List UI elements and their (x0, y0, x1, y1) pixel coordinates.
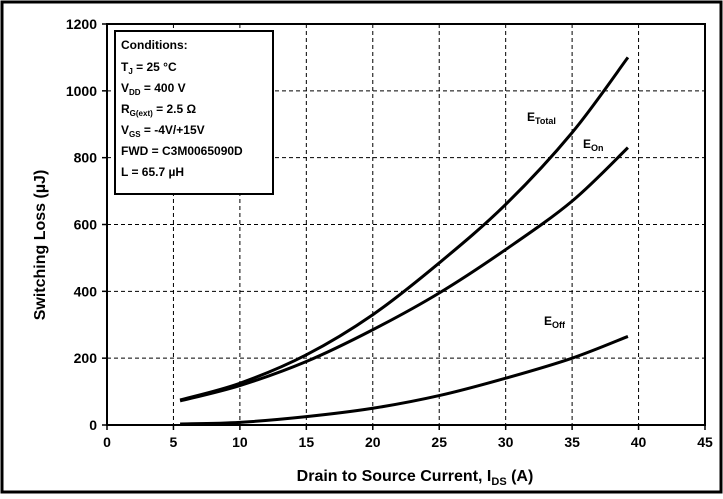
y-axis-label: Switching Loss (µJ) (32, 170, 49, 321)
y-tick-label: 600 (74, 217, 98, 233)
x-tick-label: 30 (498, 434, 514, 450)
y-tick-label: 200 (74, 350, 98, 366)
x-tick-label: 5 (170, 434, 178, 450)
y-tick-label: 400 (74, 283, 98, 299)
conditions-line: RG(ext) = 2.5 Ω (121, 102, 196, 118)
series-line-e-total (179, 56, 630, 402)
x-tick-label: 0 (103, 434, 111, 450)
x-tick-label: 40 (631, 434, 647, 450)
x-tick-label: 10 (232, 434, 248, 450)
conditions-box: Conditions: TJ = 25 °C VDD = 400 V RG(ext) … (114, 30, 274, 195)
conditions-line: L = 65.7 µH (121, 165, 184, 179)
x-tick-label: 25 (431, 434, 447, 450)
y-tick-label: 800 (74, 150, 98, 166)
series-label-e-total: ETotal (527, 110, 556, 126)
x-tick-label: 20 (365, 434, 381, 450)
series-label-e-off: EOff (544, 314, 566, 330)
x-axis-label: Drain to Source Current, IDS (A) (297, 468, 534, 488)
axes: 0 5 10 15 20 25 30 35 40 45 0 200 400 600 800 1000 1200 (66, 16, 713, 450)
y-tick-label: 1200 (66, 16, 97, 32)
conditions-title: Conditions: (121, 38, 188, 52)
y-tick-label: 0 (89, 417, 97, 433)
x-tick-label: 35 (564, 434, 580, 450)
conditions-line: VGS = -4V/+15V (121, 123, 205, 139)
x-tick-label: 15 (299, 434, 315, 450)
series-label-e-on: EOn (583, 137, 604, 153)
y-tick-label: 1000 (66, 83, 97, 99)
series-group (179, 56, 630, 426)
x-tick-label: 45 (697, 434, 713, 450)
conditions-box-frame (114, 30, 274, 195)
conditions-line: TJ = 25 °C (121, 60, 177, 76)
conditions-line: FWD = C3M0065090D (121, 144, 243, 158)
conditions-line: VDD = 400 V (121, 81, 186, 97)
series-labels: ETotal EOn EOff (527, 110, 604, 330)
series-line-e-on (179, 146, 629, 403)
series-line-e-off (180, 335, 629, 426)
